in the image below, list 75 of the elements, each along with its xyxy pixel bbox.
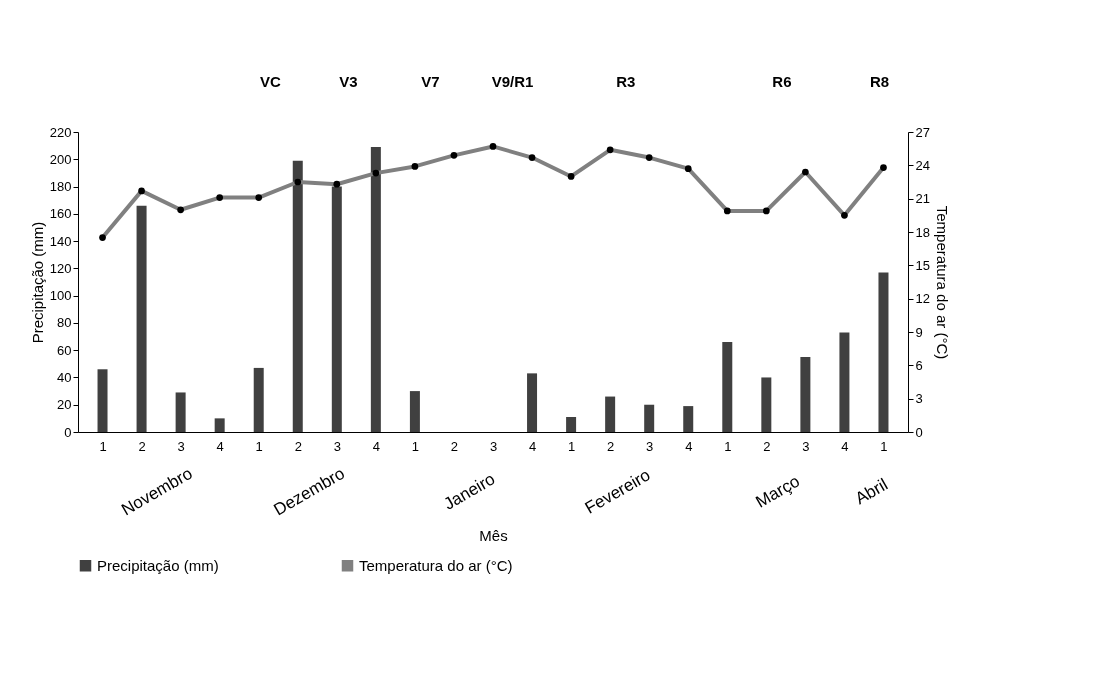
bar <box>331 186 342 432</box>
y-tick-label: 20 <box>57 397 72 413</box>
x-tick-label: 1 <box>567 438 576 454</box>
text: R8 <box>869 73 890 90</box>
x-tick-label: 1 <box>99 438 107 454</box>
y2-tick-label: 9 <box>915 324 923 340</box>
x-tick-label: 2 <box>450 438 459 454</box>
y2-tick-label: 0 <box>915 424 923 440</box>
y-tick-label: 100 <box>49 288 72 304</box>
x-tick-label: 3 <box>177 438 185 454</box>
x-tick-label: 3 <box>646 438 654 454</box>
bar <box>253 367 264 432</box>
bar <box>175 392 186 432</box>
x-tick-label: 1 <box>724 438 732 454</box>
legend-label: Temperatura do ar (°C) <box>359 556 513 574</box>
text: R3 <box>616 73 636 90</box>
text: Abril <box>852 474 891 509</box>
y-tick-label: 40 <box>57 369 72 385</box>
y2-tick-label: 21 <box>915 191 930 207</box>
y2-tick-label: 6 <box>915 357 923 373</box>
text: V3 <box>339 73 358 90</box>
x-tick-label: 4 <box>216 438 224 454</box>
x-tick-label: 1 <box>411 438 420 454</box>
y2-tick-label: 27 <box>915 124 930 140</box>
bar <box>292 160 303 432</box>
y2-tick-label: 3 <box>915 391 923 407</box>
y-tick-label: 140 <box>49 233 72 249</box>
y-tick-label: 0 <box>64 424 72 440</box>
y2-tick-label: 15 <box>915 257 930 273</box>
bar <box>370 147 381 432</box>
text: VC <box>260 73 282 90</box>
x-tick-label: 2 <box>607 438 615 454</box>
bar <box>644 404 655 432</box>
bar <box>409 391 420 432</box>
legend-label: Precipitação (mm) <box>97 556 219 574</box>
bar <box>683 406 694 432</box>
bar <box>527 373 538 432</box>
bar <box>761 377 772 432</box>
bar <box>722 342 733 432</box>
y2-tick-label: 12 <box>915 291 930 307</box>
x-axis-title: Mês <box>479 526 508 544</box>
bar <box>97 369 108 432</box>
x-tick-label: 3 <box>489 438 498 454</box>
x-tick-label: 2 <box>138 438 146 454</box>
x-tick-label: 3 <box>802 438 810 454</box>
x-tick-label: 1 <box>255 438 263 454</box>
x-tick-label: 2 <box>763 438 771 454</box>
x-tick-label: 4 <box>372 438 380 454</box>
x-tick-label: 1 <box>880 438 888 454</box>
y-tick-label: 220 <box>49 124 72 140</box>
y2-tick-label: 24 <box>915 157 930 173</box>
text: R6 <box>772 73 792 90</box>
x-tick-label: 2 <box>294 438 302 454</box>
text: V7 <box>421 73 440 90</box>
bar <box>566 417 577 432</box>
y-tick-label: 80 <box>57 315 72 331</box>
y-tick-label: 160 <box>49 206 72 222</box>
bar <box>136 205 147 432</box>
x-tick-label: 3 <box>333 438 341 454</box>
bar <box>839 332 850 432</box>
y2-tick-label: 18 <box>915 224 930 240</box>
y-tick-label: 120 <box>49 260 72 276</box>
bar <box>800 357 811 432</box>
x-tick-label: 4 <box>685 438 693 454</box>
x-tick-label: 4 <box>841 438 849 454</box>
bar <box>878 272 889 432</box>
y-tick-label: 180 <box>49 179 72 195</box>
y-axis-title: Precipitação (mm) <box>28 221 46 344</box>
y2-axis-title: Temperatura do ar (°C) <box>933 205 951 360</box>
y-tick-label: 200 <box>49 151 72 167</box>
bar <box>605 396 616 432</box>
bar <box>214 418 225 432</box>
x-tick-label: 4 <box>528 438 537 454</box>
text: V9/R1 <box>491 73 534 90</box>
y-tick-label: 60 <box>57 342 72 358</box>
